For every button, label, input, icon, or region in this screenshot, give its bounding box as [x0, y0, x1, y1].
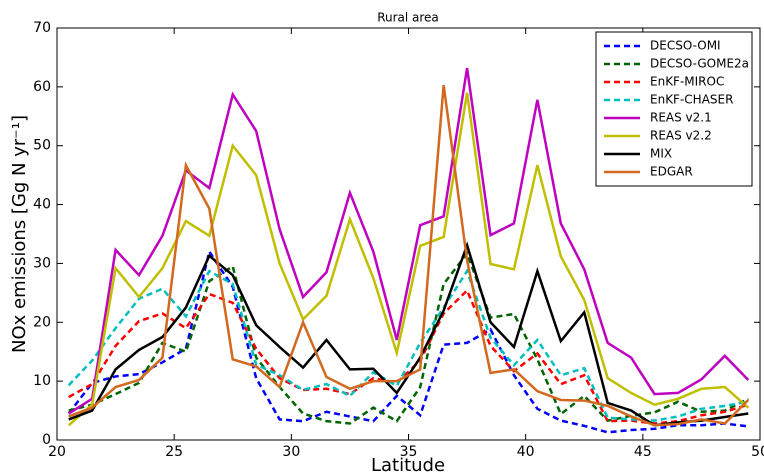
x-tick-label: 30 — [282, 444, 300, 460]
legend-label: DECSO-OMI — [650, 39, 721, 53]
series-line — [68, 250, 749, 425]
series-line — [68, 67, 750, 415]
y-tick-label: 60 — [33, 79, 51, 95]
legend-label: REAS v2.2 — [650, 129, 712, 143]
legend-label: REAS v2.1 — [650, 111, 712, 125]
chart-title: Rural area — [377, 11, 439, 25]
y-tick-label: 20 — [33, 314, 51, 330]
series-line — [68, 241, 749, 427]
x-tick-label: 25 — [165, 444, 183, 460]
x-tick-label: 35 — [400, 444, 418, 460]
y-tick-label: 50 — [33, 138, 51, 154]
x-axis-label: Latitude — [371, 455, 445, 476]
legend-label: EDGAR — [650, 165, 693, 179]
legend: DECSO-OMI DECSO-GOME2a EnKF-MIROC EnKF-CHAS… — [595, 31, 753, 187]
legend-label: DECSO-GOME2a — [650, 57, 749, 71]
x-tick-label: 50 — [751, 444, 764, 460]
y-tick-label: 10 — [33, 373, 51, 389]
y-tick-label: 0 — [42, 432, 51, 448]
legend-label: MIX — [650, 147, 672, 161]
x-tick-label: 40 — [517, 444, 535, 460]
x-tick-label: 45 — [634, 444, 652, 460]
series-line — [68, 288, 749, 425]
y-tick-label: 30 — [33, 255, 51, 271]
legend-label: EnKF-MIROC — [650, 75, 724, 89]
y-axis-label: NOx emissions [Gg N yr⁻¹] — [9, 115, 30, 353]
series-line — [68, 84, 750, 427]
x-tick-label: 20 — [48, 444, 66, 460]
y-tick-label: 40 — [33, 197, 51, 213]
series-line — [67, 268, 749, 422]
y-tick-label: 70 — [33, 20, 51, 36]
series-line — [67, 92, 750, 427]
legend-label: EnKF-CHASER — [650, 93, 733, 107]
legend-box — [595, 31, 753, 187]
